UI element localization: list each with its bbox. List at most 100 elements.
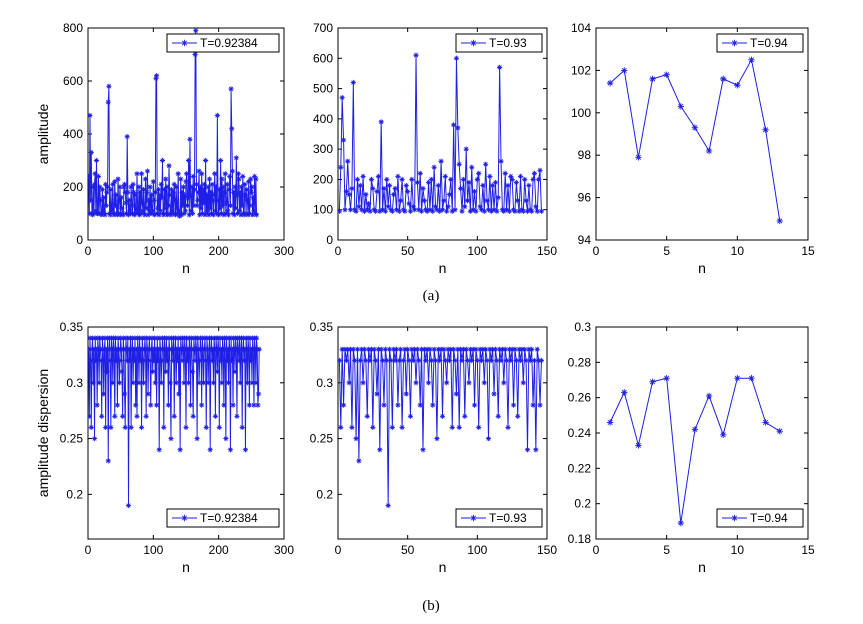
data-point-marker [386,182,393,189]
data-point-marker [155,205,161,211]
data-point-marker [412,207,418,213]
data-point-marker [189,369,196,375]
data-point-marker [232,184,238,190]
data-point-marker [485,207,492,213]
data-point-marker [506,346,512,352]
data-point-marker [388,357,394,364]
data-point-marker [227,202,234,209]
legend-box [455,33,543,53]
data-point-marker [121,181,128,187]
data-point-marker [222,346,228,352]
subplot-b1: 0 100 200 300 0.2 0.25 0.3 0.35 n amplitude dispe… [35,320,294,575]
data-point-marker [423,357,429,364]
data-point-marker [97,184,103,190]
data-point-marker [437,208,443,214]
data-point-marker [133,210,139,217]
legend-marker [470,514,477,522]
data-point-marker [460,176,466,183]
data-point-marker [499,346,506,352]
y-tick-label: 0.26 [568,391,592,405]
subplot-a3: 0 5 10 15 94 96 98 100 102 104 n T=0.94 [571,21,815,276]
data-point-marker [400,357,407,364]
data-point-marker [225,208,231,214]
data-point-marker [168,212,174,218]
data-point-marker [240,210,247,217]
x-tick-label: 0 [85,543,92,557]
data-point-marker [203,357,209,364]
legend-marker [181,39,188,47]
legend: T=0.93 [455,33,543,53]
data-point-marker [432,204,439,210]
data-point-marker [495,195,501,201]
data-point-marker [149,335,155,341]
data-point-marker [112,413,118,419]
y-tick-label: 0.25 [310,432,334,446]
data-point-marker [106,346,112,352]
data-point-marker [115,335,121,341]
x-tick-label: 0 [335,244,342,258]
data-point-marker [239,202,245,209]
data-point-marker [240,173,246,179]
legend-label: T=0.93 [489,36,527,50]
data-point-marker [201,380,207,386]
y-tick-label: 800 [63,21,83,35]
data-point-marker [343,188,349,195]
data-point-marker [522,346,528,352]
legend: T=0.94 [716,508,804,528]
data-point-marker [95,173,102,179]
y-tick-label: 0.24 [568,426,592,440]
data-point-marker [241,357,247,364]
legend-label: T=0.94 [750,511,788,525]
x-tick-label: 150 [537,244,557,258]
data-point-marker [146,208,153,214]
data-point-marker [522,176,528,183]
data-point-marker [368,176,375,183]
data-point-marker [402,346,408,352]
data-point-marker [446,191,453,198]
data-point-marker [88,149,94,156]
data-point-marker [425,179,432,186]
data-point-marker [381,402,387,408]
data-point-marker [203,424,209,431]
data-point-marker [166,335,172,341]
data-point-marker [161,187,168,193]
y-tick-label: 100 [571,106,591,120]
data-point-marker [128,424,134,431]
data-point-marker [536,357,542,364]
data-point-marker [219,176,225,182]
data-point-marker [90,380,96,386]
data-point-marker [515,198,521,204]
data-point-marker [183,179,189,185]
data-point-marker [201,181,207,187]
data-point-marker [88,173,92,179]
data-point-marker [218,357,224,364]
data-point-marker [187,192,194,198]
data-point-marker [206,176,213,182]
data-point-marker [379,357,386,364]
data-point-marker [434,207,440,213]
data-point-marker [199,210,205,217]
x-tick-label: 100 [467,244,487,258]
data-point-marker [473,208,479,214]
legend-marker [731,514,738,522]
data-point-marker [385,204,391,210]
data-point-marker [88,357,94,364]
data-point-marker [216,187,222,193]
data-point-marker [375,346,382,352]
data-point-marker [142,176,149,182]
data-point-marker [441,346,447,352]
y-tick-label: 0.2 [316,487,333,501]
x-tick-label: 0 [85,244,92,258]
data-point-marker [191,187,198,193]
data-point-marker [377,447,383,453]
data-point-marker [373,208,379,214]
data-point-marker [346,191,352,198]
data-point-marker [469,357,475,364]
y-tick-label: 0.28 [568,355,592,369]
x-tick-label: 200 [209,244,229,258]
data-point-marker [138,210,144,217]
data-point-marker [212,171,218,177]
data-point-marker [349,424,355,431]
data-point-marker [210,212,217,218]
data-point-marker [237,380,243,386]
